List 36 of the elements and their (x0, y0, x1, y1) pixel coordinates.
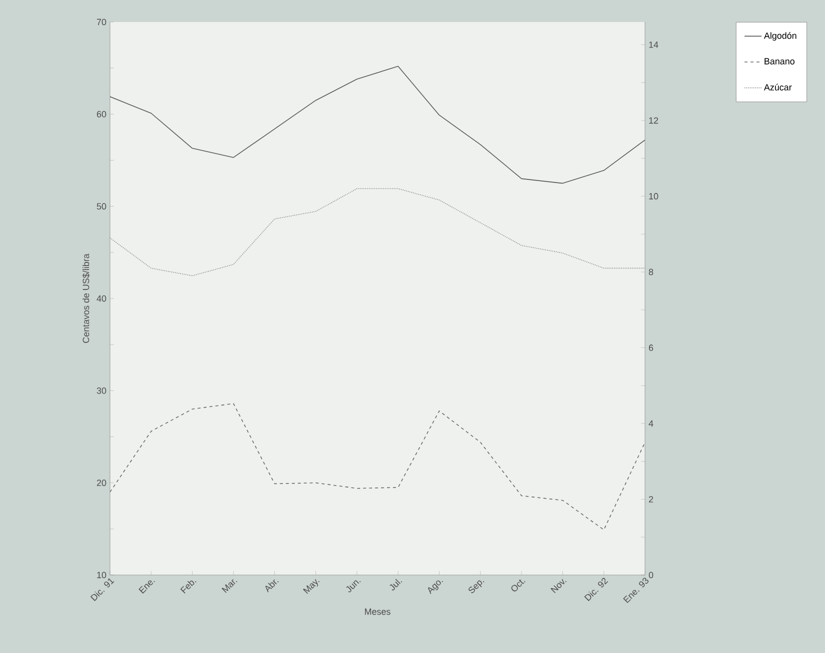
x-tick-label: Dic. 91 (90, 578, 114, 602)
x-tick-label: Oct. (511, 580, 526, 592)
x-tick-label: Ene. (138, 580, 155, 594)
y2-tick-label: 8 (648, 268, 654, 276)
y2-tick-label: 14 (649, 42, 658, 48)
x-tick-label: Feb. (180, 580, 196, 594)
y-tick-label: 70 (96, 18, 106, 26)
x-tick-label: May. (303, 579, 320, 594)
x-tick-label: Sep. (468, 580, 484, 594)
y2-tick-label: 4 (648, 420, 654, 427)
y2-tick-label: 2 (648, 496, 654, 502)
x-tick-label: Mar. (222, 579, 238, 593)
x-tick-label: Jun. (346, 580, 361, 592)
x-tick-label: Jul. (390, 578, 402, 590)
x-tick-label: Ene. 93 (623, 578, 648, 604)
legend-label: Algodón (764, 32, 796, 41)
x-tick-label: Ago. (428, 580, 444, 594)
x-tick-label: Abr. (265, 579, 279, 593)
legend-label: Azúcar (764, 84, 792, 90)
y-tick-label: 30 (96, 387, 106, 394)
x-tick-label: Nov. (550, 579, 566, 594)
x-tick-label: Dic. 92 (584, 578, 608, 602)
x-axis-title: Meses (365, 608, 390, 615)
y2-tick-label: 12 (649, 117, 658, 124)
y2-tick-label: 10 (649, 193, 658, 200)
y2-tick-label: 0 (648, 572, 654, 578)
y-tick-label: 20 (96, 480, 106, 486)
y-tick-label: 50 (96, 203, 106, 210)
y-tick-label: 60 (96, 110, 106, 118)
y-tick-label: 10 (97, 572, 106, 578)
legend-label: Banano (764, 58, 794, 64)
y-axis-title: Centavos de US$/libra (82, 254, 90, 343)
line-series (110, 66, 646, 184)
y-tick-label: 40 (96, 295, 106, 302)
line-series (110, 403, 646, 530)
y2-tick-label: 6 (648, 344, 654, 351)
